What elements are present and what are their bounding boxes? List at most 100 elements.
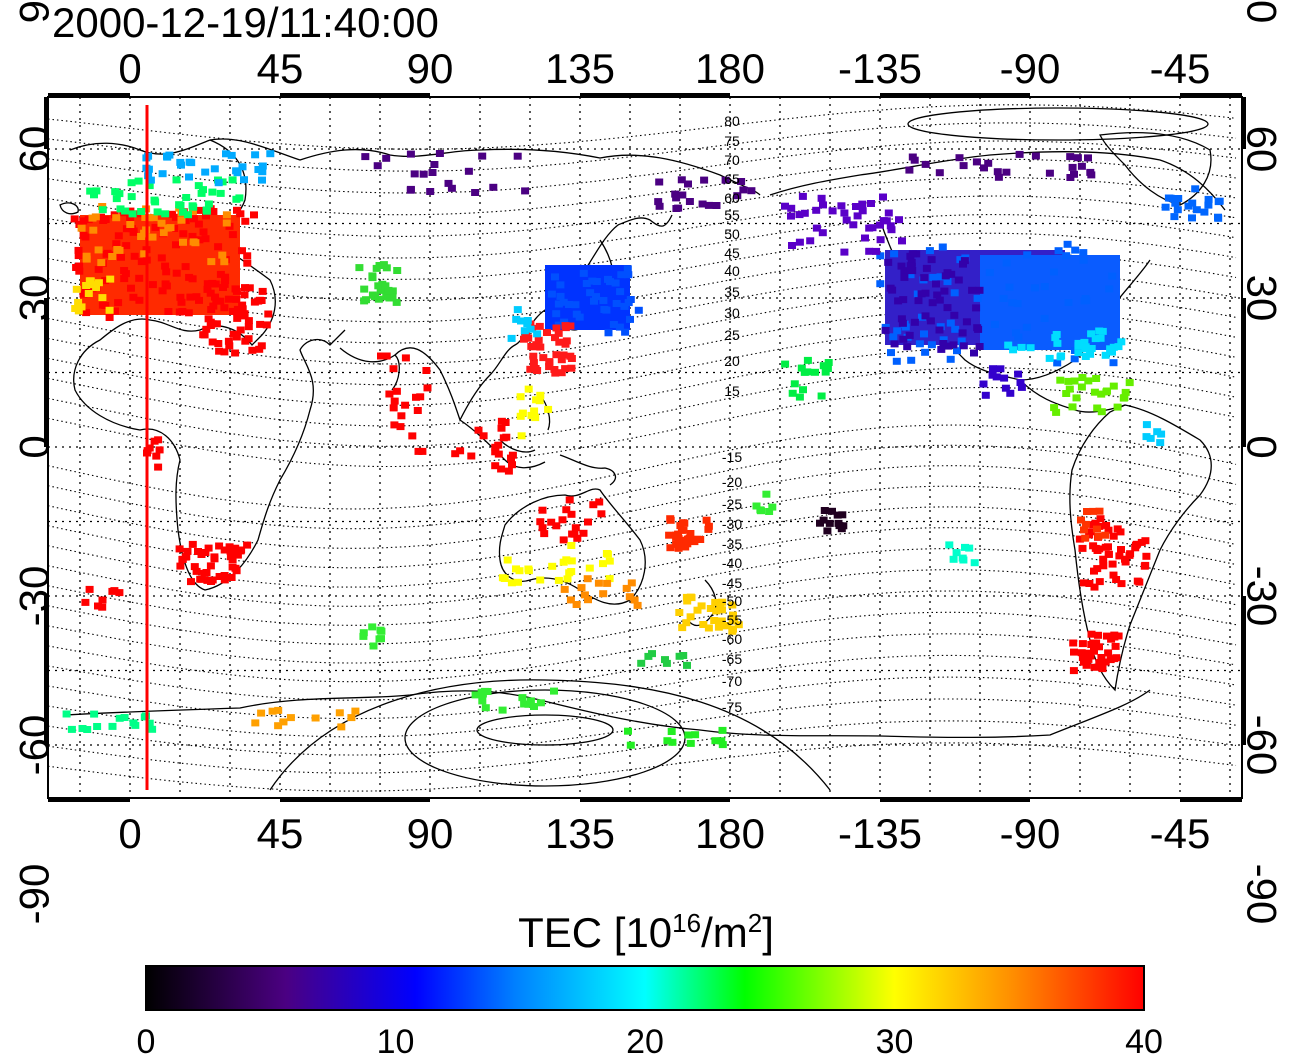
tec-cell: [683, 661, 691, 669]
tec-cell: [1000, 374, 1009, 382]
tec-cell: [233, 314, 242, 322]
tec-cell: [127, 284, 135, 292]
tec-cell: [1062, 252, 1071, 260]
tec-cell: [456, 447, 465, 455]
tec-cell: [876, 236, 885, 244]
tec-cell: [396, 423, 405, 431]
tec-cell: [190, 563, 199, 571]
tec-cell: [718, 741, 727, 749]
tec-cell: [666, 515, 675, 523]
tec-cell: [154, 463, 163, 471]
tec-cell: [858, 207, 867, 215]
tec-cell: [183, 547, 192, 555]
tec-cell: [1080, 338, 1089, 346]
tec-cell: [1109, 571, 1118, 579]
left-latitude-labels: 90 60 30 0 -30 -60 -90: [11, 0, 58, 924]
tec-cell: [551, 273, 559, 281]
tec-cell: [257, 297, 266, 304]
tec-cell: [1141, 561, 1150, 569]
tec-cell: [311, 714, 320, 722]
frame-tick-bars: [44, 93, 1246, 802]
tec-cell: [224, 295, 233, 303]
tec-cell: [382, 293, 391, 301]
tec-cell: [220, 576, 229, 584]
tec-cell: [950, 289, 959, 297]
tec-cell: [507, 454, 515, 462]
tec-cell: [178, 308, 187, 315]
axis-tick-label: -60: [11, 715, 58, 776]
tec-cell: [227, 151, 236, 159]
tec-cell: [958, 329, 967, 337]
tec-cell: [130, 252, 139, 260]
tec-cell: [599, 590, 608, 598]
tec-cell: [663, 737, 672, 745]
tec-cell: [1086, 350, 1095, 358]
axis-tick-label: 135: [545, 45, 615, 92]
tec-cell: [921, 348, 930, 356]
tec-cell: [624, 271, 633, 279]
tec-cell: [86, 277, 95, 285]
tec-cell: [1085, 580, 1094, 587]
tec-cell: [1015, 150, 1024, 158]
tec-cell: [185, 173, 193, 181]
axis-tick-label: 90: [1238, 0, 1285, 23]
tec-cell: [892, 357, 901, 365]
tec-cell: [426, 188, 435, 195]
top-longitude-labels: 0 45 90 135 180 -135 -90 -45: [118, 45, 1210, 92]
tec-cell: [105, 314, 114, 321]
tec-cell: [244, 335, 253, 343]
tec-cell: [972, 304, 981, 312]
tec-cell: [617, 271, 626, 279]
tec-cell: [197, 575, 206, 583]
tec-cell: [876, 280, 885, 288]
tec-cell: [1026, 344, 1035, 352]
tec-cell: [712, 607, 721, 615]
tec-cell: [717, 737, 726, 745]
tec-cell: [1192, 206, 1201, 214]
tec-cell: [232, 295, 241, 303]
tec-cell: [185, 158, 194, 166]
tec-cell: [91, 213, 100, 221]
tec-cell: [679, 519, 688, 527]
tec-cell: [238, 163, 247, 171]
tec-cell: [220, 258, 229, 266]
tec-cell: [683, 597, 692, 605]
tec-cell: [1137, 538, 1146, 546]
tec-cell: [163, 153, 172, 161]
tec-cell: [274, 706, 283, 714]
tec-cell: [876, 221, 884, 229]
tec-cell: [1017, 343, 1026, 351]
tec-cell: [1093, 547, 1102, 554]
tec-cell: [956, 256, 965, 264]
tec-cell: [1101, 351, 1110, 359]
tec-cell: [414, 447, 423, 455]
tec-cell: [972, 158, 981, 166]
tec-cell: [1096, 515, 1105, 523]
tec-cell: [135, 296, 144, 304]
tec-cell: [550, 687, 558, 695]
tec-cell: [644, 652, 653, 660]
tec-cell: [1102, 521, 1111, 529]
tec-cell: [999, 294, 1008, 302]
tec-cell: [654, 198, 663, 206]
tec-cell: [1004, 341, 1013, 349]
tec-cell: [752, 502, 761, 510]
tec-cell: [975, 343, 984, 350]
tec-cell: [257, 709, 266, 717]
tec-cell: [216, 189, 225, 197]
tec-cell: [1056, 376, 1065, 384]
tec-cell: [1188, 214, 1196, 222]
tec-cell: [908, 153, 917, 161]
tec-cell: [243, 259, 252, 267]
tec-cell: [491, 462, 500, 470]
tec-cell: [219, 284, 227, 291]
tec-cell: [681, 543, 690, 551]
tec-cell: [258, 287, 267, 295]
tec-cell: [624, 299, 633, 307]
tec-cell: [201, 235, 210, 243]
tec-cell: [702, 516, 711, 524]
tec-cell: [849, 221, 858, 229]
colorbar-label-unit: /m: [701, 909, 748, 956]
tec-cell: [1013, 300, 1022, 308]
tec-cell: [573, 534, 582, 542]
